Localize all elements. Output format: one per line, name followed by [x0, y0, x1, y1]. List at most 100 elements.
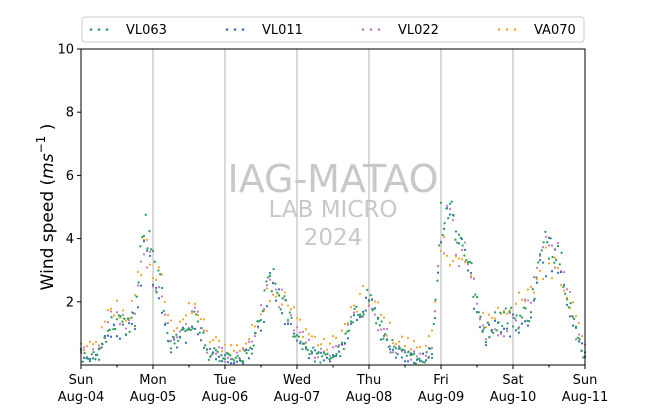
data-point-vl063 — [450, 200, 453, 203]
data-point-va070 — [376, 301, 380, 304]
data-point-vl011 — [580, 342, 584, 345]
data-point-vl022 — [562, 270, 566, 274]
data-point-vl063 — [294, 335, 297, 338]
data-point-vl063 — [225, 352, 228, 355]
data-point-vl063 — [220, 354, 223, 357]
data-point-va070 — [94, 341, 98, 344]
data-point-va070 — [538, 269, 542, 273]
data-point-vl011 — [112, 323, 116, 326]
data-point-va070 — [517, 291, 521, 294]
data-point-vl011 — [499, 330, 503, 334]
data-point-va070 — [451, 259, 455, 263]
data-point-vl063 — [515, 314, 518, 317]
data-point-va070 — [430, 329, 434, 332]
y-axis-ticks: 2 4 6 8 10 — [57, 43, 81, 310]
data-point-vl022 — [262, 307, 266, 311]
data-point-vl063 — [493, 311, 497, 314]
data-point-vl063 — [241, 360, 245, 363]
data-point-vl063 — [517, 327, 520, 330]
data-point-vl063 — [108, 328, 111, 331]
y-axis-label-main: Wind speed ( — [38, 179, 58, 291]
data-point-vl022 — [160, 295, 164, 298]
data-point-va070 — [469, 274, 473, 277]
data-point-va070 — [175, 327, 179, 330]
data-point-vl063 — [466, 261, 470, 264]
data-point-vl022 — [268, 278, 272, 281]
data-point-vl063 — [567, 306, 570, 309]
data-point-vl022 — [385, 328, 389, 331]
x-tick-label-date: Aug-07 — [274, 390, 321, 405]
data-point-vl063 — [495, 329, 498, 332]
data-point-va070 — [424, 344, 428, 347]
data-point-va070 — [433, 300, 437, 303]
data-point-vl011 — [313, 349, 317, 352]
data-point-vl022 — [379, 328, 383, 331]
data-point-vl063 — [330, 357, 333, 360]
data-point-vl063 — [277, 294, 281, 297]
data-point-vl063 — [371, 309, 374, 312]
data-point-vl063 — [565, 298, 569, 301]
data-point-vl063 — [96, 353, 99, 356]
data-point-vl011 — [550, 270, 554, 273]
data-point-vl011 — [349, 322, 353, 326]
data-point-vl063 — [117, 314, 120, 317]
data-point-vl063 — [263, 289, 266, 292]
data-point-va070 — [292, 306, 296, 309]
data-point-vl063 — [166, 331, 169, 335]
data-point-vl022 — [529, 301, 533, 304]
data-point-vl063 — [384, 332, 387, 336]
legend-marker — [377, 28, 381, 31]
data-point-vl063 — [416, 357, 419, 361]
data-point-vl022 — [223, 360, 227, 363]
data-point-vl063 — [519, 314, 522, 317]
data-point-vl063 — [196, 320, 200, 323]
data-point-va070 — [193, 302, 197, 306]
data-point-vl022 — [481, 324, 485, 327]
data-point-va070 — [355, 310, 359, 313]
data-point-vl022 — [433, 309, 437, 313]
data-point-va070 — [133, 294, 137, 297]
legend-marker — [97, 28, 101, 31]
data-point-vl022 — [139, 260, 143, 263]
data-point-vl063 — [202, 331, 205, 334]
data-point-vl063 — [571, 314, 574, 318]
watermark-line1: IAG-MATAO — [227, 157, 438, 201]
data-point-vl011 — [280, 312, 284, 315]
data-point-vl011 — [82, 356, 86, 359]
data-point-vl011 — [115, 335, 119, 338]
data-point-vl063 — [252, 344, 255, 347]
data-point-vl063 — [270, 290, 273, 293]
data-point-vl063 — [454, 238, 457, 241]
legend-item-vl022: VL022 — [361, 23, 439, 38]
data-point-va070 — [229, 344, 233, 347]
data-point-vl011 — [241, 362, 245, 365]
data-point-vl022 — [451, 219, 455, 222]
data-point-va070 — [487, 313, 491, 316]
data-point-vl063 — [216, 350, 219, 354]
data-point-vl063 — [479, 315, 482, 318]
data-point-va070 — [496, 306, 500, 309]
data-point-vl011 — [130, 322, 134, 326]
data-point-vl022 — [118, 322, 122, 326]
data-point-va070 — [373, 300, 377, 303]
data-point-vl063 — [213, 347, 216, 350]
data-point-va070 — [112, 314, 116, 317]
data-point-vl022 — [166, 321, 170, 325]
scatter-points — [79, 200, 587, 365]
data-point-va070 — [115, 299, 119, 302]
data-point-vl063 — [378, 324, 381, 327]
data-point-vl022 — [436, 265, 440, 268]
data-point-va070 — [154, 278, 158, 282]
data-point-vl022 — [532, 276, 536, 279]
data-point-vl022 — [157, 286, 161, 289]
data-point-vl011 — [226, 360, 230, 364]
data-point-va070 — [412, 340, 416, 343]
data-point-va070 — [340, 329, 344, 332]
data-point-vl063 — [387, 345, 390, 349]
data-point-va070 — [550, 276, 554, 280]
data-point-vl063 — [511, 325, 515, 328]
data-point-va070 — [166, 313, 170, 317]
data-point-va070 — [91, 343, 95, 346]
data-point-vl011 — [262, 320, 266, 324]
data-point-vl063 — [168, 340, 171, 343]
